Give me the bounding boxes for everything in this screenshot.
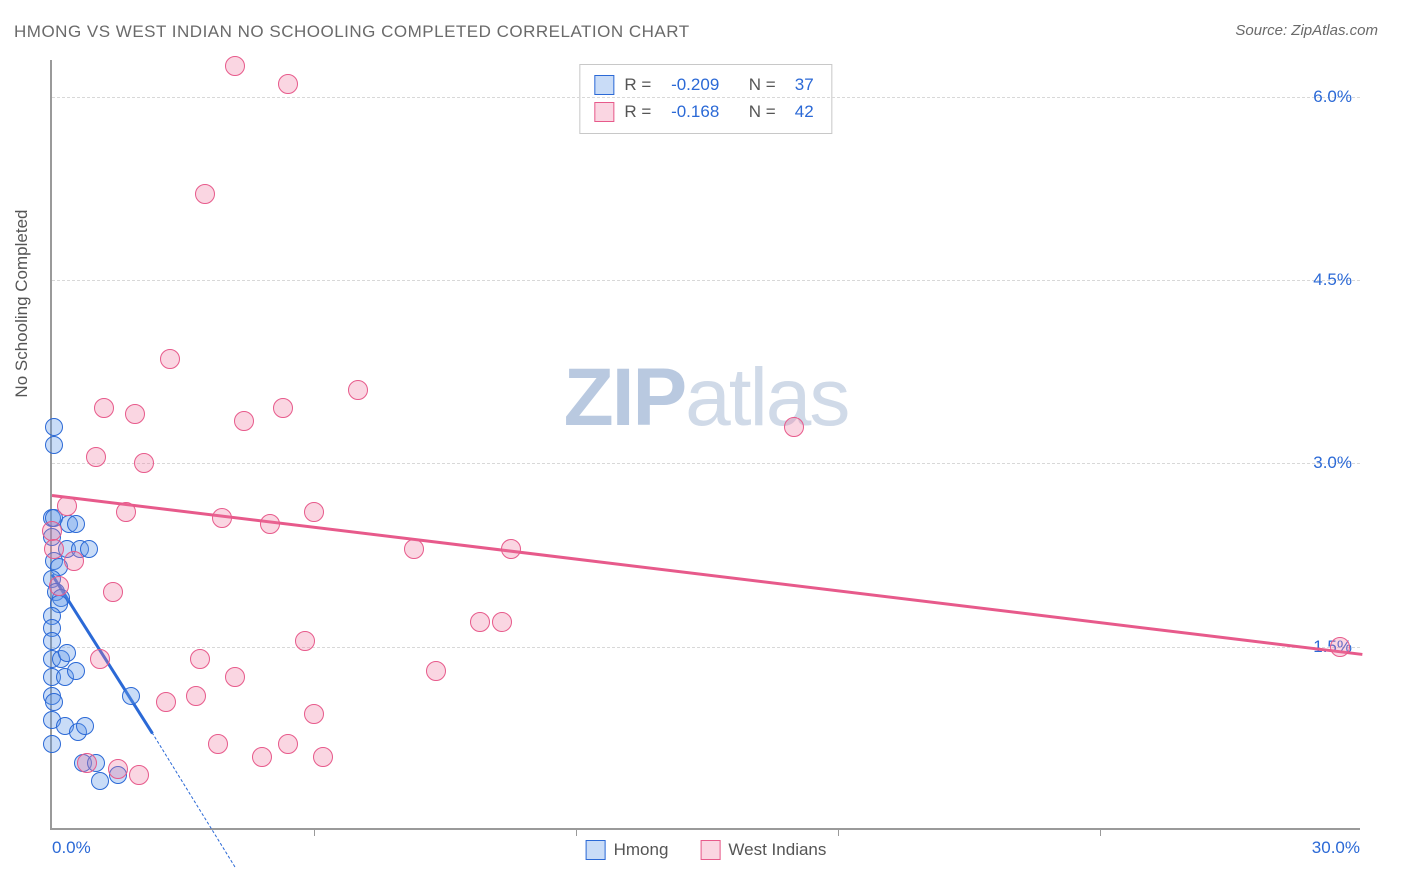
- scatter-point-hmong: [76, 717, 94, 735]
- stats-row-0: R = -0.209 N = 37: [594, 71, 813, 98]
- scatter-point-westindian: [252, 747, 272, 767]
- scatter-point-westindian: [103, 582, 123, 602]
- x-minor-tick: [576, 828, 577, 836]
- scatter-point-westindian: [195, 184, 215, 204]
- scatter-point-westindian: [129, 765, 149, 785]
- scatter-point-westindian: [108, 759, 128, 779]
- gridline-h: [52, 280, 1360, 281]
- scatter-point-hmong: [122, 687, 140, 705]
- scatter-point-westindian: [295, 631, 315, 651]
- stat-r-label-0: R =: [624, 71, 651, 98]
- scatter-point-westindian: [77, 753, 97, 773]
- scatter-point-westindian: [225, 56, 245, 76]
- x-tick-label-max: 30.0%: [1312, 838, 1360, 858]
- scatter-point-hmong: [45, 418, 63, 436]
- gridline-h: [52, 97, 1360, 98]
- x-tick-label-min: 0.0%: [52, 838, 91, 858]
- scatter-point-westindian: [404, 539, 424, 559]
- legend-swatch-1: [700, 840, 720, 860]
- legend-item-0: Hmong: [586, 840, 669, 860]
- stat-r-label-1: R =: [624, 98, 651, 125]
- watermark: ZIPatlas: [564, 351, 849, 445]
- scatter-point-westindian: [470, 612, 490, 632]
- scatter-point-hmong: [67, 515, 85, 533]
- scatter-point-westindian: [234, 411, 254, 431]
- scatter-point-hmong: [45, 436, 63, 454]
- scatter-point-westindian: [94, 398, 114, 418]
- legend-swatch-0: [586, 840, 606, 860]
- scatter-point-westindian: [273, 398, 293, 418]
- scatter-point-westindian: [304, 704, 324, 724]
- x-minor-tick: [314, 828, 315, 836]
- scatter-point-westindian: [186, 686, 206, 706]
- scatter-point-westindian: [784, 417, 804, 437]
- stat-n-label-1: N =: [749, 98, 776, 125]
- stat-r-value-0: -0.209: [661, 71, 719, 98]
- scatter-point-westindian: [190, 649, 210, 669]
- y-tick-label: 4.5%: [1313, 270, 1352, 290]
- gridline-h: [52, 647, 1360, 648]
- scatter-point-westindian: [57, 496, 77, 516]
- scatter-point-westindian: [260, 514, 280, 534]
- y-tick-label: 6.0%: [1313, 87, 1352, 107]
- scatter-point-hmong: [45, 693, 63, 711]
- x-minor-tick: [838, 828, 839, 836]
- scatter-point-hmong: [80, 540, 98, 558]
- legend-label-0: Hmong: [614, 840, 669, 860]
- scatter-point-hmong: [58, 644, 76, 662]
- source-label: Source:: [1235, 22, 1287, 39]
- scatter-point-westindian: [348, 380, 368, 400]
- source-name: ZipAtlas.com: [1291, 22, 1378, 39]
- legend-item-1: West Indians: [700, 840, 826, 860]
- x-minor-tick: [1100, 828, 1101, 836]
- chart-title: HMONG VS WEST INDIAN NO SCHOOLING COMPLE…: [14, 22, 690, 42]
- scatter-point-westindian: [492, 612, 512, 632]
- scatter-point-westindian: [42, 521, 62, 541]
- gridline-h: [52, 463, 1360, 464]
- scatter-point-westindian: [86, 447, 106, 467]
- scatter-point-westindian: [116, 502, 136, 522]
- swatch-series-0: [594, 75, 614, 95]
- scatter-point-westindian: [225, 667, 245, 687]
- scatter-point-westindian: [156, 692, 176, 712]
- stats-legend-box: R = -0.209 N = 37 R = -0.168 N = 42: [579, 64, 832, 134]
- scatter-point-westindian: [1330, 637, 1350, 657]
- scatter-point-westindian: [426, 661, 446, 681]
- scatter-point-westindian: [212, 508, 232, 528]
- scatter-point-westindian: [313, 747, 333, 767]
- scatter-point-hmong: [43, 735, 61, 753]
- stat-n-label-0: N =: [749, 71, 776, 98]
- scatter-point-westindian: [134, 453, 154, 473]
- swatch-series-1: [594, 102, 614, 122]
- stat-n-value-1: 42: [786, 98, 814, 125]
- y-tick-label: 3.0%: [1313, 453, 1352, 473]
- scatter-point-westindian: [501, 539, 521, 559]
- source-attribution: Source: ZipAtlas.com: [1235, 22, 1378, 39]
- scatter-point-hmong: [91, 772, 109, 790]
- plot-area: No Schooling Completed ZIPatlas R = -0.2…: [50, 60, 1360, 830]
- y-axis-label: No Schooling Completed: [12, 210, 32, 398]
- scatter-point-westindian: [49, 576, 69, 596]
- scatter-point-westindian: [208, 734, 228, 754]
- stats-row-1: R = -0.168 N = 42: [594, 98, 813, 125]
- watermark-bold: ZIP: [564, 352, 686, 443]
- scatter-point-hmong: [43, 632, 61, 650]
- bottom-legend: Hmong West Indians: [586, 840, 827, 860]
- stat-n-value-0: 37: [786, 71, 814, 98]
- watermark-thin: atlas: [685, 352, 848, 443]
- scatter-point-westindian: [278, 734, 298, 754]
- scatter-point-westindian: [44, 539, 64, 559]
- scatter-point-westindian: [304, 502, 324, 522]
- scatter-point-westindian: [90, 649, 110, 669]
- scatter-point-westindian: [160, 349, 180, 369]
- legend-label-1: West Indians: [728, 840, 826, 860]
- scatter-point-westindian: [278, 74, 298, 94]
- trend-line: [52, 494, 1362, 655]
- scatter-point-westindian: [64, 551, 84, 571]
- scatter-point-hmong: [67, 662, 85, 680]
- scatter-point-westindian: [125, 404, 145, 424]
- stat-r-value-1: -0.168: [661, 98, 719, 125]
